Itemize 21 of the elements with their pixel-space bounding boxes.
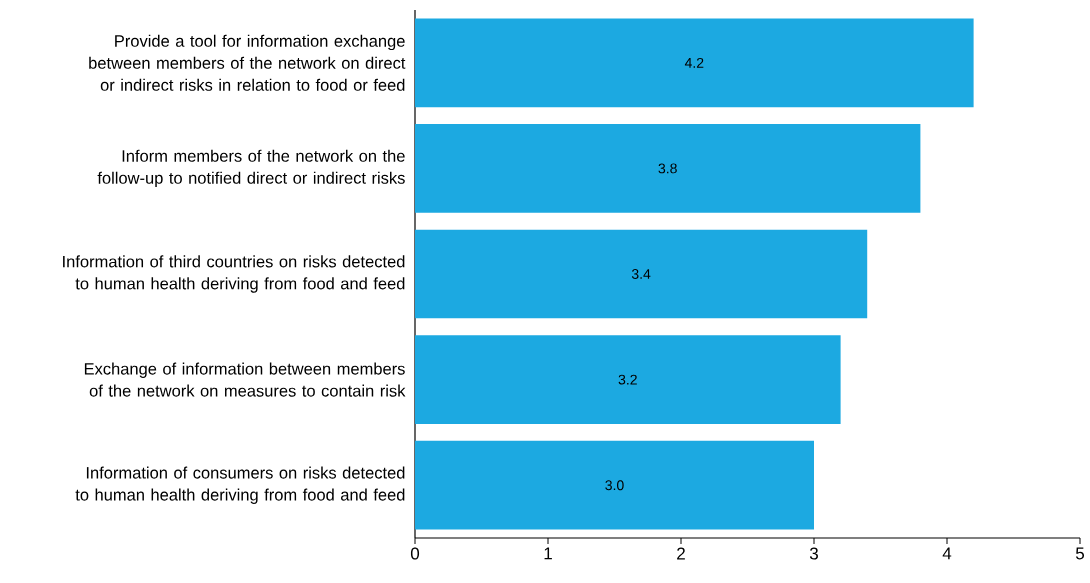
x-tick-label: 5 bbox=[1075, 547, 1085, 560]
x-tick-label: 4 bbox=[942, 547, 952, 560]
y-tick-label: Inform members of the network on the follow-up to notified direct or indirect risks bbox=[97, 149, 405, 188]
y-tick-label: Information of consumers on risks detected to human health deriving from food and feed bbox=[75, 466, 405, 504]
bar bbox=[415, 440, 814, 530]
x-tick-label: 3 bbox=[809, 547, 818, 560]
data-label: 4.2 bbox=[684, 57, 704, 68]
y-tick-label: Information of third countries on risks detected to human health deriving from food and feed bbox=[63, 255, 405, 293]
y-tick-label: Provide a tool for information exchange between members of the network on direct or indirect risks in relation to food or feed bbox=[89, 34, 406, 91]
y-tick-label: Exchange of information between members of the network on measures to contain risk bbox=[84, 362, 406, 397]
x-tick-label: 1 bbox=[544, 547, 552, 560]
bar bbox=[415, 335, 841, 424]
x-tick-label: 2 bbox=[677, 547, 685, 560]
bar bbox=[415, 18, 974, 108]
bar bbox=[415, 124, 921, 213]
data-label: 3.2 bbox=[618, 374, 637, 385]
data-label: 3.4 bbox=[631, 269, 651, 279]
bar bbox=[415, 229, 868, 319]
data-label: 3.8 bbox=[658, 163, 677, 174]
data-label: 3.0 bbox=[605, 480, 624, 491]
x-tick-label: 0 bbox=[410, 547, 420, 560]
